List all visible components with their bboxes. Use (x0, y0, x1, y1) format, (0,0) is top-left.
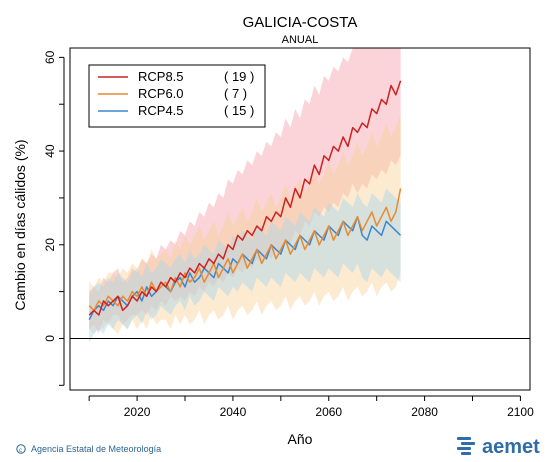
y-axis-label: Cambio en días cálidos (%) (12, 139, 28, 310)
copyright-icon (16, 444, 26, 454)
band-rcp85 (89, 48, 401, 334)
x-tick-label: 2060 (315, 405, 342, 419)
x-tick-label: 2080 (411, 405, 438, 419)
legend-series-count: ( 15 ) (224, 103, 254, 118)
series-line-rcp85 (88, 80, 402, 316)
plot-frame (69, 47, 531, 391)
x-tick-label: 2100 (507, 405, 534, 419)
credit-text: Agencia Estatal de Meteorología (31, 444, 161, 454)
uncertainty-bands (89, 48, 401, 344)
band-rcp60 (89, 113, 401, 334)
band-rcp45 (89, 188, 401, 344)
x-axis: 2020 2040 2060 2080 2100 (88, 395, 534, 419)
legend-series-count: ( 19 ) (224, 69, 254, 84)
chart-subtitle: ANUAL (282, 34, 319, 46)
legend-series-name: RCP8.5 (138, 69, 184, 84)
series-line-rcp60 (88, 188, 402, 312)
legend: RCP8.5 ( 19 ) RCP6.0 ( 7 ) RCP4.5 ( 15 ) (88, 64, 266, 128)
chart-title: GALICIA-COSTA (243, 14, 358, 31)
aemet-logo-text: aemet (482, 436, 540, 458)
y-tick-label: 60 (43, 50, 57, 64)
series-line-rcp45 (88, 215, 402, 321)
legend-series-count: ( 7 ) (224, 86, 247, 101)
copyright-glyph: c (19, 448, 22, 454)
legend-box (88, 64, 266, 128)
legend-series-name: RCP4.5 (138, 103, 184, 118)
legend-series-name: RCP6.0 (138, 86, 184, 101)
y-tick-label: 40 (43, 144, 57, 158)
x-tick-label: 2020 (124, 405, 151, 419)
plot-area (69, 47, 531, 391)
y-axis: 0 20 40 60 (43, 50, 65, 386)
y-tick-label: 0 (43, 335, 57, 342)
credit-block: c Agencia Estatal de Meteorología (16, 444, 161, 454)
aemet-logo: aemet (457, 436, 540, 458)
series-lines (88, 80, 402, 321)
aemet-logo-icon (457, 437, 475, 455)
x-tick-label: 2040 (220, 405, 247, 419)
x-axis-label: Año (288, 431, 313, 447)
y-tick-label: 20 (43, 238, 57, 252)
